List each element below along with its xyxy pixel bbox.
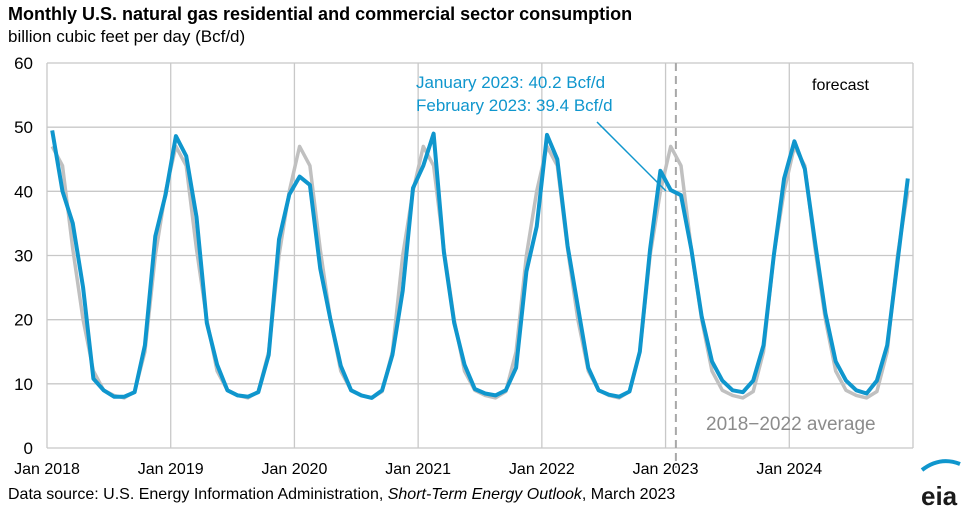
y-tick-label: 30 [14,247,33,266]
source-text: Data source: U.S. Energy Information Adm… [8,486,388,503]
y-tick-label: 20 [14,311,33,330]
x-tick-label: Jan 2022 [509,461,575,478]
eia-logo: eia [920,459,961,511]
y-tick-label: 60 [14,54,33,73]
x-tick-label: Jan 2023 [633,461,699,478]
x-tick-label: Jan 2019 [138,461,204,478]
forecast-label: forecast [812,77,869,94]
x-tick-label: Jan 2018 [14,461,80,478]
y-tick-label: 10 [14,375,33,394]
chart-title: Monthly U.S. natural gas residential and… [8,4,633,24]
average-series-label: 2018−2022 average [706,414,876,435]
annotation-january: January 2023: 40.2 Bcf/d [416,73,605,92]
source-publication: Short-Term Energy Outlook [387,486,582,503]
annotation-february: February 2023: 39.4 Bcf/d [416,96,613,115]
source-date: , March 2023 [581,486,676,503]
source-note: Data source: U.S. Energy Information Adm… [8,486,675,504]
y-tick-label: 50 [14,118,33,137]
x-tick-label: Jan 2021 [385,461,451,478]
x-tick-label: Jan 2020 [262,461,328,478]
svg-text:eia: eia [921,481,958,511]
consumption-series-line [50,130,910,400]
chart-subtitle: billion cubic feet per day (Bcf/d) [8,27,246,46]
annotation-leader-line [596,121,667,192]
y-tick-label: 40 [14,182,33,201]
x-tick-label: Jan 2024 [756,461,822,478]
average-series-line [50,144,910,400]
y-tick-label: 0 [24,439,33,458]
